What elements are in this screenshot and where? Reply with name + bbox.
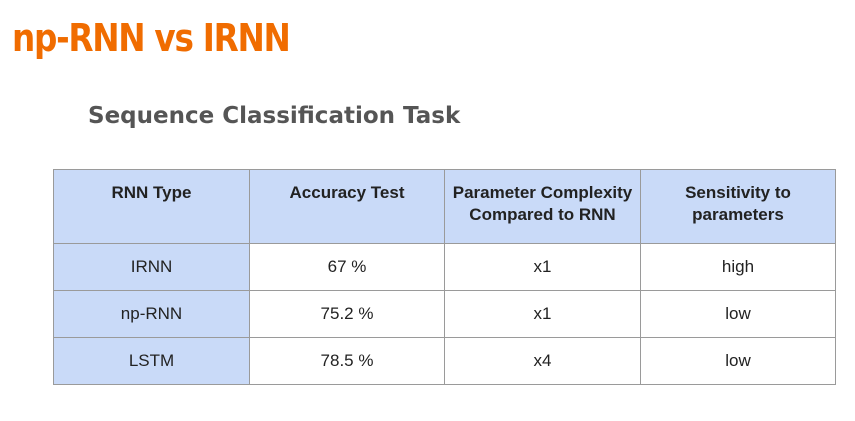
table-row: np-RNN 75.2 % x1 low	[53, 290, 836, 338]
header-parameter-complexity: Parameter Complexity Compared to RNN	[444, 169, 641, 244]
header-accuracy-test: Accuracy Test	[249, 169, 445, 244]
cell-rnn-type: IRNN	[53, 243, 250, 291]
slide-title: np-RNN vs IRNN	[12, 16, 291, 60]
cell-accuracy: 75.2 %	[249, 290, 445, 338]
header-rnn-type: RNN Type	[53, 169, 250, 244]
slide-subtitle: Sequence Classification Task	[88, 103, 461, 129]
table-row: LSTM 78.5 % x4 low	[53, 337, 836, 385]
table-row: IRNN 67 % x1 high	[53, 243, 836, 291]
cell-sensitivity: high	[640, 243, 836, 291]
cell-complexity: x4	[444, 337, 641, 385]
table-header-row: RNN Type Accuracy Test Parameter Complex…	[53, 169, 836, 244]
header-sensitivity: Sensitivity to parameters	[640, 169, 836, 244]
cell-rnn-type: np-RNN	[53, 290, 250, 338]
cell-rnn-type: LSTM	[53, 337, 250, 385]
cell-accuracy: 67 %	[249, 243, 445, 291]
cell-sensitivity: low	[640, 290, 836, 338]
cell-complexity: x1	[444, 243, 641, 291]
cell-complexity: x1	[444, 290, 641, 338]
cell-accuracy: 78.5 %	[249, 337, 445, 385]
results-table: RNN Type Accuracy Test Parameter Complex…	[53, 169, 836, 385]
cell-sensitivity: low	[640, 337, 836, 385]
